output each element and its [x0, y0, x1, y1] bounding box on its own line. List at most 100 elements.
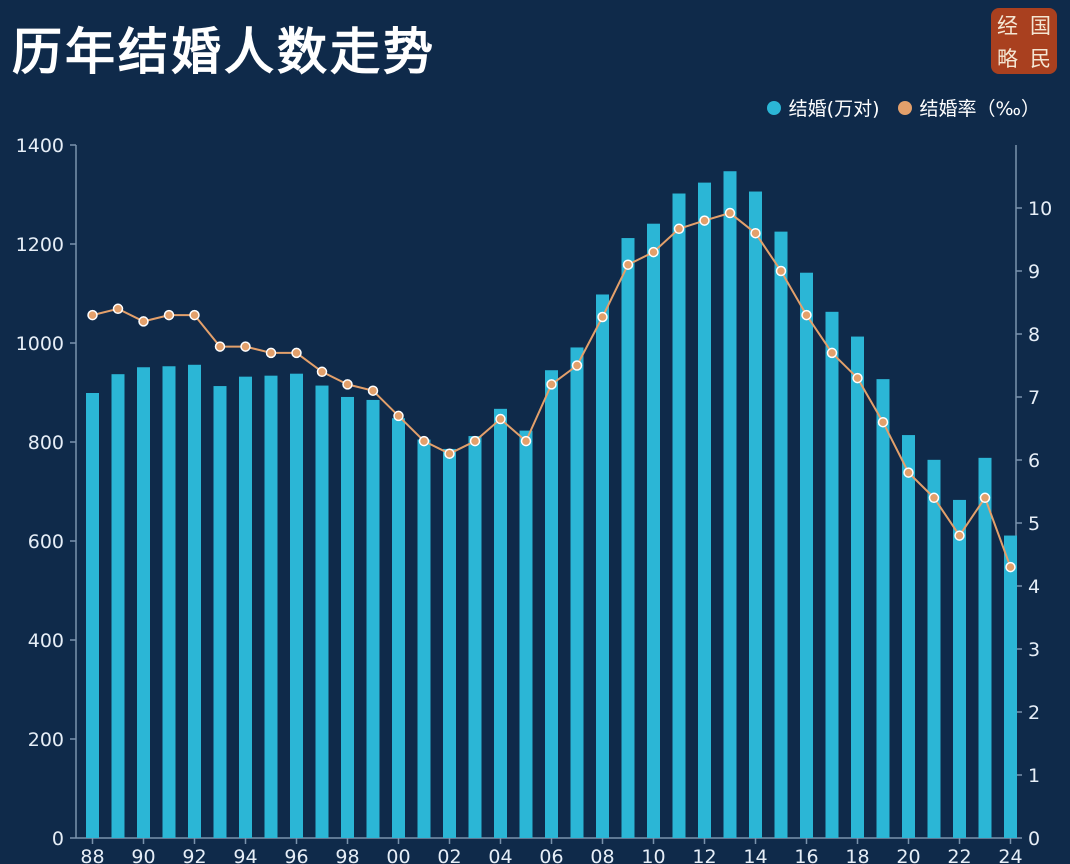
legend-marker-line [897, 100, 912, 115]
right-tick-label: 3 [1028, 639, 1040, 661]
rate-point-1989 [112, 303, 124, 315]
right-tick-label: 2 [1028, 702, 1040, 724]
right-tick-label: 10 [1028, 198, 1052, 220]
right-tick-label: 4 [1028, 576, 1040, 598]
line-series [87, 207, 1016, 573]
bar-2015 [774, 231, 788, 838]
rate-point-1996 [291, 347, 302, 359]
bar-1999 [366, 399, 380, 838]
right-tick-label: 9 [1028, 261, 1040, 283]
bar-2012 [698, 182, 711, 838]
bar-2020 [902, 435, 915, 838]
left-tick-label: 1000 [16, 333, 64, 355]
bar-1993 [213, 386, 227, 838]
rate-point-2016 [801, 309, 812, 321]
bar-2013 [723, 171, 737, 839]
rate-point-2002 [444, 448, 455, 459]
rate-point-2001 [418, 435, 430, 447]
left-tick-label: 0 [52, 828, 64, 850]
rate-point-2003 [469, 435, 481, 447]
bar-1998 [341, 396, 354, 838]
chart-title: 历年结婚人数走势 [12, 23, 436, 81]
rate-point-1993 [214, 341, 226, 352]
x-tick-label: 08 [590, 846, 614, 864]
bar-1995 [264, 375, 278, 838]
logo-char: 国 [1030, 13, 1051, 38]
x-tick-label: 02 [437, 846, 461, 864]
rate-point-2007 [571, 360, 583, 371]
bar-2000 [392, 418, 405, 838]
rate-point-1995 [265, 347, 277, 359]
bar-2019 [876, 379, 890, 838]
rate-point-2023 [979, 492, 991, 504]
right-tick-label: 6 [1028, 450, 1040, 472]
legend-item-rate[interactable]: 结婚率（‰） [897, 94, 1040, 121]
bar-1992 [188, 364, 201, 838]
legend-item-marriages[interactable]: 结婚(万对) [766, 94, 880, 121]
rate-point-2010 [648, 246, 659, 258]
x-tick-label: 88 [80, 846, 104, 864]
bar-2006 [545, 370, 558, 838]
bar-2004 [494, 408, 507, 838]
bar-2009 [621, 238, 635, 838]
x-tick-label: 06 [539, 846, 563, 864]
rate-point-1992 [189, 309, 200, 321]
bar-2011 [672, 193, 686, 838]
x-tick-label: 94 [233, 846, 257, 864]
rate-point-1997 [316, 366, 328, 378]
bar-2018 [851, 336, 864, 838]
bar-2021 [927, 459, 941, 838]
logo-char: 略 [997, 46, 1018, 71]
bar-2002 [443, 448, 456, 838]
x-tick-label: 10 [641, 846, 665, 864]
rate-point-1991 [163, 309, 175, 321]
bar-1988 [86, 392, 99, 838]
rate-point-1994 [240, 341, 251, 352]
rate-point-2019 [877, 416, 889, 428]
bar-1997 [315, 385, 329, 838]
rate-point-2000 [393, 410, 404, 422]
rate-point-1990 [138, 316, 149, 327]
x-tick-label: 24 [998, 846, 1022, 864]
rate-point-2013 [724, 207, 736, 219]
bar-2022 [953, 499, 966, 838]
rate-point-1988 [87, 309, 98, 321]
bar-1990 [137, 367, 150, 838]
left-tick-label: 800 [28, 432, 64, 454]
right-tick-label: 5 [1028, 513, 1040, 535]
rate-point-2024 [1005, 561, 1016, 573]
bar-2010 [647, 223, 660, 838]
right-tick-label: 0 [1028, 828, 1040, 850]
brand-logo: 经 国 略 民 [991, 8, 1057, 74]
bar-2016 [800, 272, 813, 839]
rate-point-2021 [928, 492, 940, 504]
right-tick-label: 1 [1028, 765, 1040, 787]
rate-point-2014 [750, 227, 761, 239]
right-tick-label: 8 [1028, 324, 1040, 346]
legend-marker-bar [766, 100, 781, 115]
x-tick-label: 16 [794, 846, 818, 864]
left-tick-label: 400 [28, 630, 64, 652]
rate-point-2022 [954, 530, 965, 541]
x-tick-label: 18 [845, 846, 869, 864]
logo-char: 经 [997, 13, 1018, 38]
bar-2017 [825, 311, 839, 838]
bar-1989 [111, 374, 125, 838]
right-tick-label: 7 [1028, 387, 1040, 409]
x-tick-label: 22 [947, 846, 971, 864]
rate-point-2008 [597, 311, 608, 323]
x-tick-label: 90 [131, 846, 155, 864]
x-tick-label: 98 [335, 846, 359, 864]
bar-2023 [978, 457, 992, 838]
rate-point-2009 [622, 259, 634, 270]
bar-1991 [162, 366, 176, 838]
x-tick-label: 92 [182, 846, 206, 864]
x-tick-label: 04 [488, 846, 512, 864]
left-tick-label: 1200 [16, 234, 64, 256]
rate-point-1998 [342, 379, 353, 390]
rate-point-2005 [520, 435, 532, 447]
rate-point-2018 [852, 372, 863, 384]
x-tick-label: 20 [896, 846, 920, 864]
bar-2007 [570, 347, 584, 838]
